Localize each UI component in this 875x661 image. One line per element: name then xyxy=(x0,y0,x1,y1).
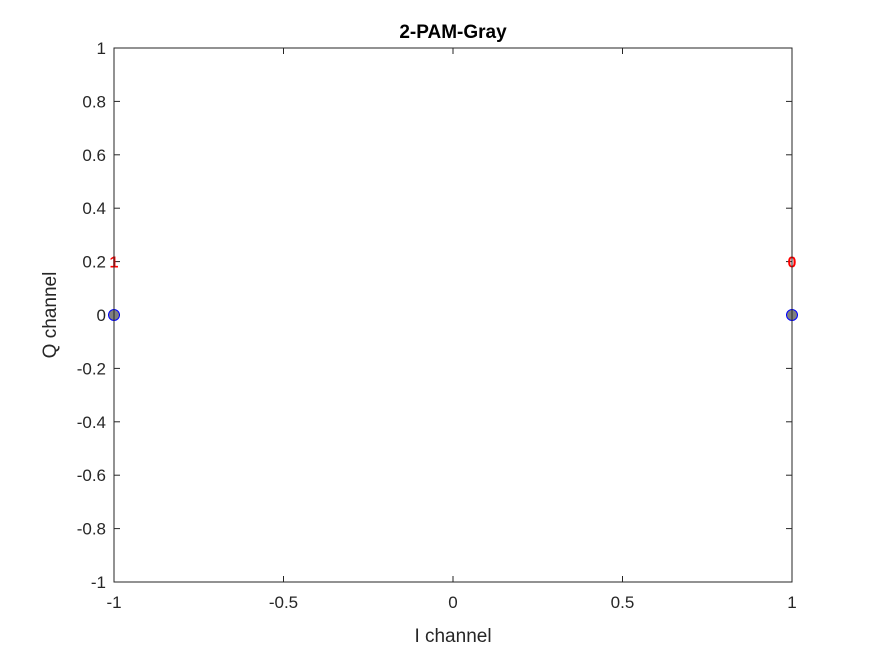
ticks-layer: -1 -0.5 0 0.5 1 -1 -0.8 -0.6 -0.4 -0.2 0 0.2 0.4 0.6 0… xyxy=(77,39,797,612)
x-tick-label: 0 xyxy=(448,593,457,612)
x-axis-label: I channel xyxy=(414,626,491,647)
plot-area xyxy=(114,48,792,582)
x-tick-label: -0.5 xyxy=(269,593,298,612)
y-tick-label: 0.8 xyxy=(82,92,106,111)
y-tick-label: -0.8 xyxy=(77,520,106,539)
y-tick-label: 0 xyxy=(97,306,106,325)
axes-box xyxy=(113,47,793,583)
y-tick-label: 0.2 xyxy=(82,253,106,272)
x-tick-label: 0.5 xyxy=(611,593,635,612)
y-tick-label: 0.4 xyxy=(82,199,106,218)
y-tick-label: -0.4 xyxy=(77,413,106,432)
y-tick-label: 1 xyxy=(97,39,106,58)
chart-title: 2-PAM-Gray xyxy=(399,22,507,43)
y-tick-label: -1 xyxy=(91,573,106,592)
y-axis-label: Q channel xyxy=(40,272,61,359)
x-tick-label: -1 xyxy=(106,593,121,612)
y-tick-label: -0.2 xyxy=(77,359,106,378)
y-tick-label: 0.6 xyxy=(82,146,106,165)
y-tick-label: -0.6 xyxy=(77,466,106,485)
x-tick-label: 1 xyxy=(787,593,796,612)
